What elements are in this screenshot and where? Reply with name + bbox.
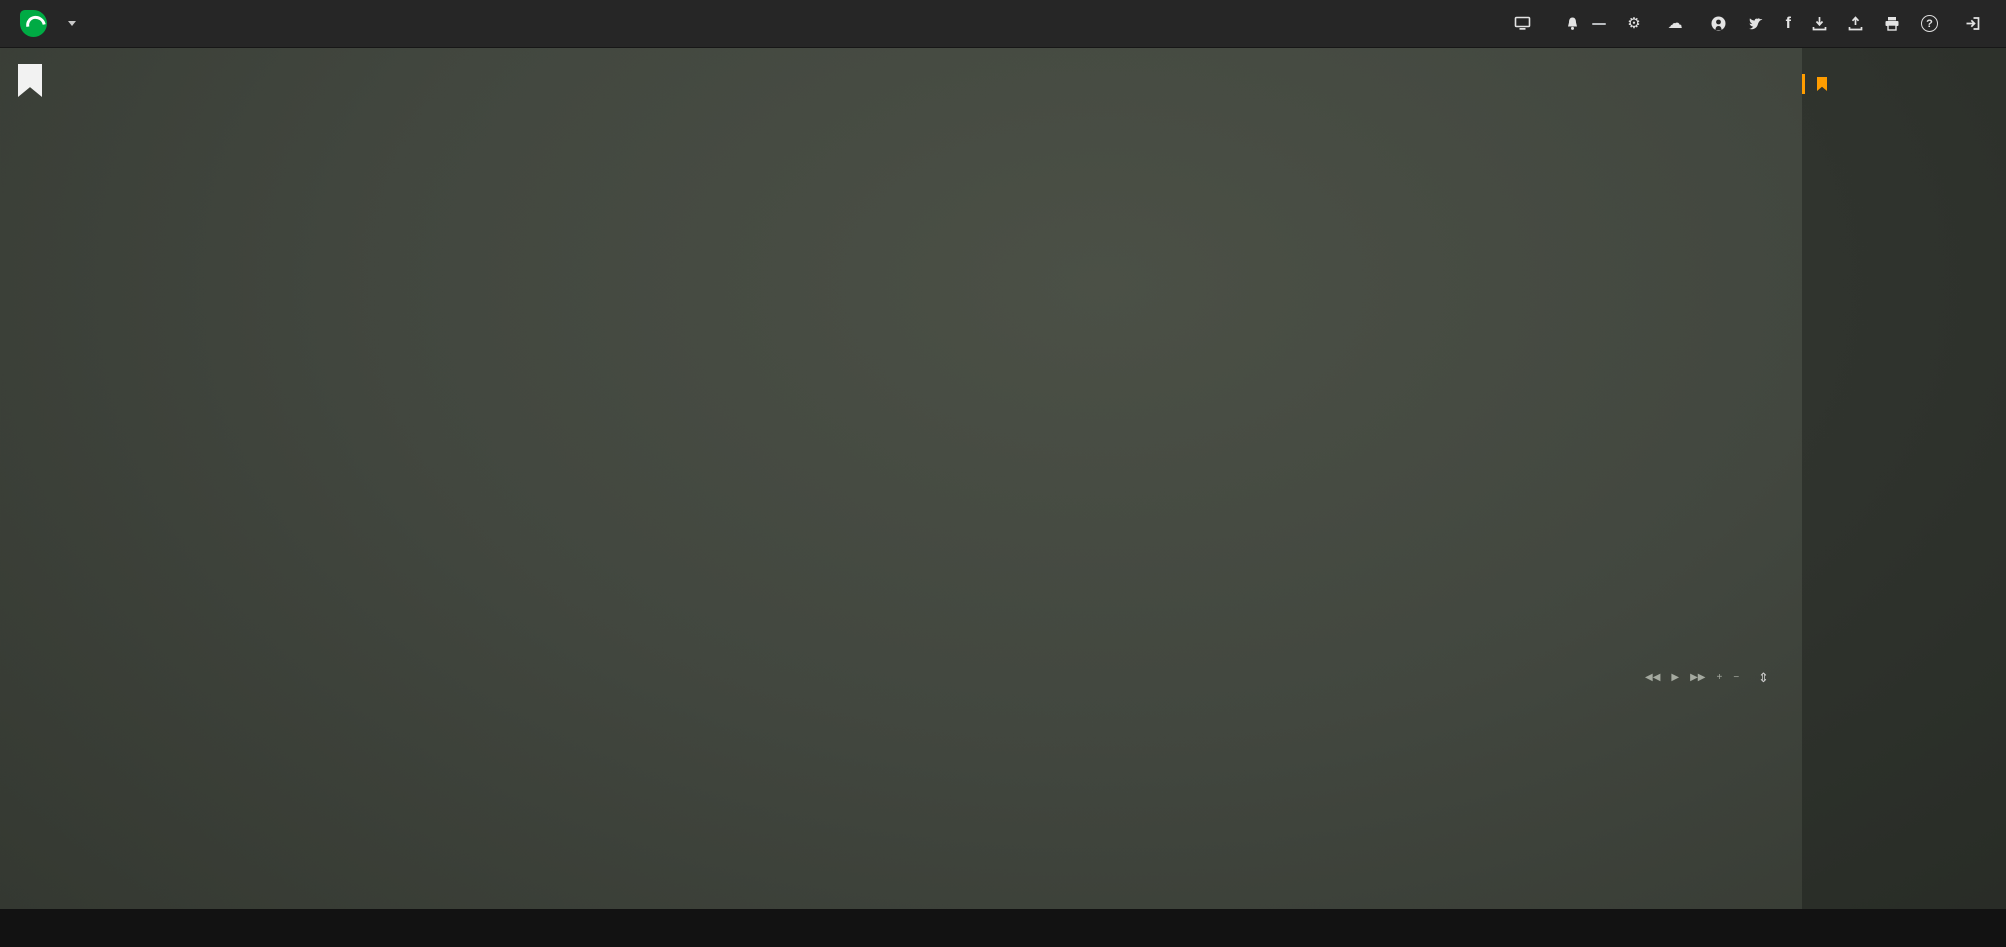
hostname-dropdown[interactable] [61,21,76,26]
twitter-button[interactable] [1748,16,1765,31]
signin-banner [0,909,2006,947]
gauge-ring [1397,200,1547,350]
upload-icon [1848,16,1863,31]
github-button[interactable] [1710,15,1727,32]
cpu-chart: ◀◀ ▶ ▶▶ + − ⇕ [0,505,1790,695]
gauge-ring [1201,176,1373,348]
settings-button[interactable]: ⚙ [1627,16,1646,31]
netdata-logo-icon[interactable] [20,10,47,37]
gauge-arc [683,172,923,412]
forward-button[interactable]: ▶▶ [1690,672,1706,683]
net-inbound-gauge [997,176,1169,348]
rewind-button[interactable]: ◀◀ [1645,672,1661,683]
zoom-in-button[interactable]: + [1716,672,1723,683]
print-button[interactable] [1884,16,1900,31]
cloud-download-icon: ☁ [1667,15,1683,32]
question-icon: ? [1921,15,1938,32]
cpu-description-3 [70,483,508,500]
twitter-icon [1748,18,1763,30]
disk-read-gauge [231,176,403,348]
used-ram-gauge [1397,200,1547,350]
signin-icon [1966,17,1980,30]
signin-button[interactable] [1965,16,1986,31]
alarms-badge [1592,22,1607,25]
play-button[interactable]: ▶ [1671,672,1680,683]
bookmark-icon [18,64,42,97]
topbar-nav: ⚙ ☁ f ? [1514,15,1986,33]
softirq-sparkline[interactable] [74,483,504,499]
cpu-description-2 [70,463,478,480]
facebook-icon: f [1785,14,1791,32]
iowait-sparkline[interactable] [74,463,474,479]
gear-icon: ⚙ [1627,15,1641,32]
download-icon [1812,17,1827,31]
chart-toolbar: ◀◀ ▶ ▶▶ + − [1645,672,1739,683]
help-button[interactable]: ? [1921,15,1944,32]
resize-handle[interactable]: ⇕ [1758,670,1769,685]
cpu-chart-plot[interactable] [70,523,1622,665]
printer-icon [1885,17,1899,31]
page-head [18,64,55,97]
import-button[interactable] [1812,16,1827,31]
cpu-gauge [640,150,966,365]
net-outbound-gauge [1201,176,1373,348]
github-icon [1711,16,1726,31]
zoom-out-button[interactable]: − [1733,672,1740,683]
export-button[interactable] [1848,16,1863,31]
gauge-ring [997,176,1169,348]
disk-write-gauge [435,176,607,348]
nodes-button[interactable] [1514,16,1544,31]
topbar: ⚙ ☁ f ? [0,0,2006,48]
bell-icon [1568,17,1578,30]
sidebar-item-system-overview[interactable] [1802,74,2006,94]
facebook-button[interactable]: f [1786,15,1791,33]
chevron-down-icon [68,21,76,26]
bookmark-icon [1817,77,1827,91]
sidebar [1802,48,2006,947]
gauge-ring [231,176,403,348]
update-button[interactable]: ☁ [1668,16,1689,31]
monitor-icon [1514,16,1531,30]
alarms-button[interactable] [1565,16,1607,31]
gauge-ring [435,176,607,348]
